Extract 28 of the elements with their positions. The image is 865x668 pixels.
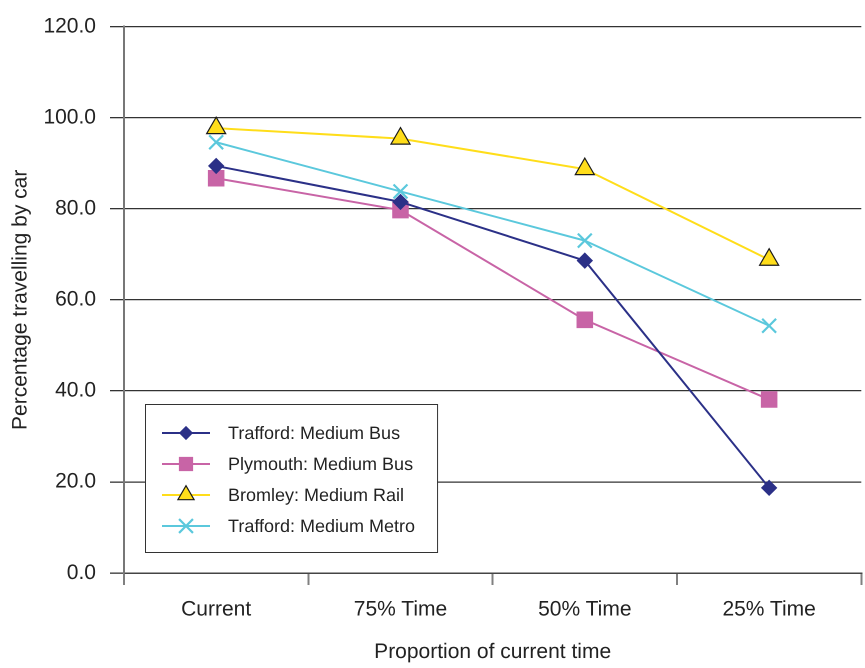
legend-label: Bromley: Medium Rail xyxy=(228,484,404,505)
y-tick-label: 120.0 xyxy=(43,14,96,38)
point xyxy=(577,232,593,248)
x-tick-label: Current xyxy=(181,597,252,620)
y-tick-label: 0.0 xyxy=(66,560,96,584)
point xyxy=(761,480,778,496)
point xyxy=(208,134,224,150)
point xyxy=(576,312,594,328)
point xyxy=(760,391,778,408)
y-tick-label: 100.0 xyxy=(43,105,96,128)
legend-label: Trafford: Medium Metro xyxy=(228,516,416,536)
point xyxy=(208,170,224,187)
x-axis-title: Proportion of current time xyxy=(374,640,612,664)
point xyxy=(392,184,408,200)
legend-label: Trafford: Medium Bus xyxy=(228,422,400,443)
y-tick-label: 20.0 xyxy=(55,470,96,493)
point xyxy=(576,252,593,269)
point xyxy=(208,158,224,174)
x-tick-label: 50% Time xyxy=(538,597,632,620)
y-tick-label: 80.0 xyxy=(55,196,96,220)
x-tick-label: 75% Time xyxy=(354,597,448,620)
y-tick-label: 40.0 xyxy=(55,378,96,402)
legend-label: Plymouth: Medium Bus xyxy=(228,454,414,474)
x-tick-label: 25% Time xyxy=(722,597,816,620)
y-tick-label: 60.0 xyxy=(55,288,96,311)
point xyxy=(761,318,777,334)
y-axis-title: Percentage travelling by car xyxy=(8,170,32,430)
point xyxy=(392,194,408,210)
